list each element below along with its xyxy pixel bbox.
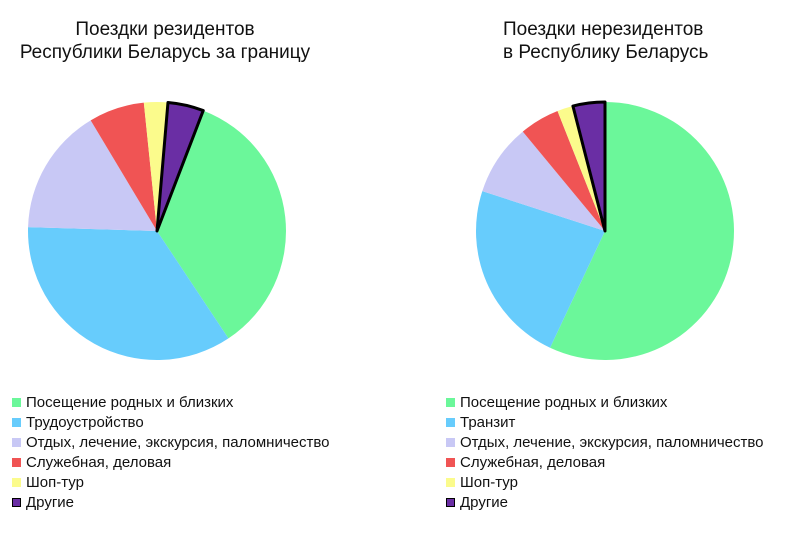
pie-slice [28,120,158,231]
legend-item: Посещение родных и близких [446,392,764,412]
pie-slice [571,100,607,233]
legend: Посещение родных и близких Транзит Отдых… [446,392,764,512]
legend-label: Шоп-тур [26,473,84,491]
chart-panel-nonresidents: Поездки нерезидентов в Республику Белару… [400,0,800,534]
chart-title-line-1: Поездки нерезидентов [503,19,704,40]
legend-item: Служебная, деловая [12,452,330,472]
pie-slice [90,102,157,232]
legend-swatch [12,477,21,487]
legend-label: Трудоустройство [26,413,144,431]
pie-slice [557,106,605,231]
legend-item: Другие [12,492,330,512]
chart-title-line-2: Республики Беларусь за границу [19,42,311,63]
legend-swatch [12,497,21,507]
legend-item: Транзит [446,412,764,432]
legend-item: Шоп-тур [12,472,330,492]
chart-title-line-1: Поездки резидентов [75,19,255,40]
pie-slice [475,191,605,348]
legend-swatch [12,417,21,427]
legend-label: Другие [26,493,75,511]
legend-label: Транзит [460,413,516,431]
legend-label: Отдых, лечение, экскурсия, паломничество [26,433,330,451]
pie-slice [143,102,168,231]
legend-item: Трудоустройство [12,412,330,432]
legend-label: Служебная, деловая [460,453,606,471]
legend-label: Отдых, лечение, экскурсия, паломничество [460,433,764,451]
legend-swatch [12,397,21,407]
chart-title-line-2: в Республику Беларусь [503,42,709,63]
legend-item: Другие [446,492,764,512]
legend-swatch [446,457,455,467]
pie-chart-nonresidents [475,100,735,360]
legend-swatch [446,417,455,427]
legend-swatch [12,457,21,467]
pie-chart-residents [28,100,286,360]
chart-panel-residents: Поездки резидентов Республики Беларусь з… [0,18,345,512]
pie-slice [482,131,605,231]
pie-slice [550,102,735,360]
pie-slice [28,227,229,360]
legend-item: Служебная, деловая [446,452,764,472]
pie-slice [155,100,205,233]
legend-item: Посещение родных и близких [12,392,330,412]
legend-swatch [446,497,455,507]
legend-item: Отдых, лечение, экскурсия, паломничество [446,432,764,452]
legend-item: Шоп-тур [446,472,764,492]
legend-swatch [12,437,21,447]
legend-label: Посещение родных и близких [460,393,668,411]
pie-slice [157,110,286,339]
legend: Посещение родных и близких Трудоустройст… [12,392,330,512]
chart-title: Поездки нерезидентов в Республику Белару… [405,18,800,64]
chart-title: Поездки резидентов Республики Беларусь з… [0,18,345,64]
legend-swatch [446,397,455,407]
legend-item: Отдых, лечение, экскурсия, паломничество [12,432,330,452]
legend-swatch [446,477,455,487]
legend-label: Служебная, деловая [26,453,172,471]
legend-label: Другие [460,493,509,511]
legend-label: Посещение родных и близких [26,393,234,411]
legend-label: Шоп-тур [460,473,518,491]
pie-slice [522,111,605,231]
legend-swatch [446,437,455,447]
